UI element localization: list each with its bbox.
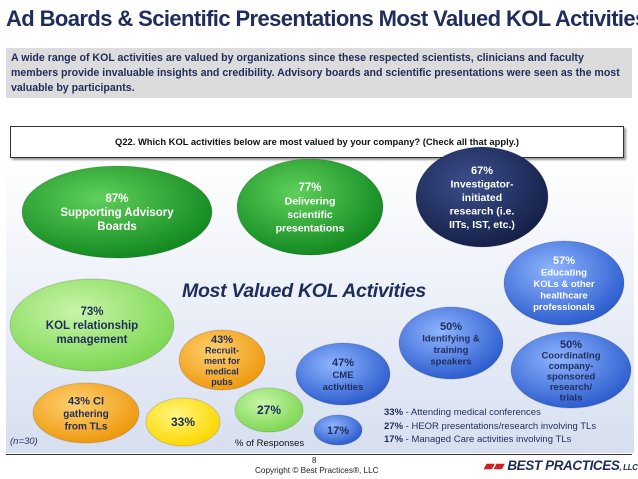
legend-entry: 17% - Managed Care activities involving … bbox=[384, 434, 572, 446]
bubble: 17% bbox=[313, 414, 363, 446]
footer-divider bbox=[6, 454, 632, 455]
bubble-label: KOL relationship bbox=[46, 320, 138, 332]
bubble-label: initiated bbox=[462, 192, 502, 204]
bubble-label: healthcare bbox=[540, 291, 588, 302]
copyright: Copyright © Best Practices®, LLC bbox=[255, 466, 379, 475]
bubble-shape bbox=[503, 240, 625, 326]
bubble-value: 50% bbox=[440, 321, 462, 333]
bubble-label: speakers bbox=[430, 356, 471, 367]
bubble-label: scientific bbox=[287, 209, 333, 221]
bubble-shape bbox=[234, 387, 304, 433]
bubble: 33% bbox=[145, 397, 221, 447]
legend: 33% - Attending medical conferences 27% … bbox=[384, 406, 596, 447]
bubble: 27% bbox=[234, 387, 304, 433]
logo-mark-icon: ▰▰ bbox=[484, 458, 508, 473]
unit-note: % of Responses bbox=[235, 438, 305, 449]
bubble-value: 43% bbox=[211, 334, 233, 346]
bubble-label: IITs, IST, etc.) bbox=[449, 219, 515, 231]
bubble-shape bbox=[21, 165, 213, 259]
bubble-label: gathering bbox=[63, 409, 109, 420]
bubble-label: activities bbox=[323, 382, 364, 393]
company-logo: ▰▰ BEST PRACTICES, LLC bbox=[484, 458, 638, 473]
bubble-label: research (i.e. bbox=[450, 206, 515, 218]
bubble-value: 27% bbox=[257, 403, 281, 417]
bubble-label: professionals bbox=[533, 302, 595, 313]
bubble-label: management bbox=[57, 334, 128, 346]
bubble-label: Supporting Advisory bbox=[60, 207, 174, 219]
bubble-label: KOLs & other bbox=[533, 279, 595, 290]
bubble-shape bbox=[415, 146, 549, 248]
chart-title: Most Valued KOL Activities bbox=[182, 280, 426, 302]
bubble-value: 73% bbox=[80, 306, 103, 318]
bubble-value: 33% bbox=[171, 415, 195, 429]
bubble-label: training bbox=[434, 345, 469, 356]
bubble: 67% Investigator-initiated research (i.e.I… bbox=[415, 146, 549, 248]
bubble-shape bbox=[313, 414, 363, 446]
bubble-shape bbox=[32, 382, 140, 444]
bubble-label: from TLs bbox=[65, 422, 108, 433]
bubble-label: trials bbox=[560, 392, 583, 403]
bubble-label: Educating bbox=[541, 268, 587, 279]
bubble-shape bbox=[236, 158, 384, 256]
bubble-label: Delivering bbox=[285, 195, 336, 207]
legend-entry: 33% - Attending medical conferences bbox=[384, 407, 541, 418]
bubble-shape bbox=[295, 342, 391, 406]
bubble-value: 77% bbox=[298, 182, 321, 194]
bubble-label: pubs bbox=[211, 377, 233, 387]
bubble-value: 57% bbox=[553, 255, 575, 267]
bubble-value: 87% bbox=[105, 193, 128, 205]
bubble-label: Recruit- bbox=[205, 346, 239, 356]
survey-question: Q22. Which KOL activities below are most… bbox=[10, 126, 624, 158]
bubble-value: 67% bbox=[471, 165, 493, 177]
bubble-shape bbox=[510, 331, 632, 409]
sample-size-note: (n=30) bbox=[10, 436, 38, 447]
bubble-value: 17% bbox=[327, 425, 349, 437]
bubble-label: sponsored bbox=[547, 371, 596, 382]
bubble-label: company- bbox=[549, 361, 594, 372]
bubble-label: medical bbox=[205, 367, 239, 377]
bubble-label: Boards bbox=[97, 221, 137, 233]
bubble-label: CME bbox=[332, 370, 353, 381]
bubble-shape bbox=[178, 329, 266, 391]
page-number: 8 bbox=[312, 456, 317, 465]
bubble: 87% Supporting Advisory Boards bbox=[21, 165, 213, 259]
bubble: 73% KOL relationship management bbox=[9, 278, 175, 372]
page-title: Ad Boards & Scientific Presentations Mos… bbox=[6, 6, 638, 31]
bubble-label: presentations bbox=[276, 222, 345, 234]
bubble-label: Identifying & bbox=[422, 333, 480, 344]
bubble-value: 50% bbox=[560, 339, 582, 351]
bubble-value: 47% bbox=[332, 357, 354, 369]
bubble-label: Investigator- bbox=[450, 179, 514, 191]
bubble-label: ment for bbox=[204, 356, 240, 366]
bubble: 50%Coordinatingcompany-sponsoredresearch… bbox=[510, 331, 632, 409]
bubble-label: Coordinating bbox=[541, 350, 600, 361]
bubble-shape bbox=[398, 306, 504, 380]
bubble-label: research/ bbox=[550, 382, 593, 393]
bubble-value: 43% CI bbox=[68, 396, 104, 408]
legend-entry: 27% - HEOR presentations/research involv… bbox=[384, 420, 597, 432]
bubble-shape bbox=[145, 397, 221, 447]
bubble-shape bbox=[9, 278, 175, 372]
intro-text: A wide range of KOL activities are value… bbox=[6, 48, 632, 98]
